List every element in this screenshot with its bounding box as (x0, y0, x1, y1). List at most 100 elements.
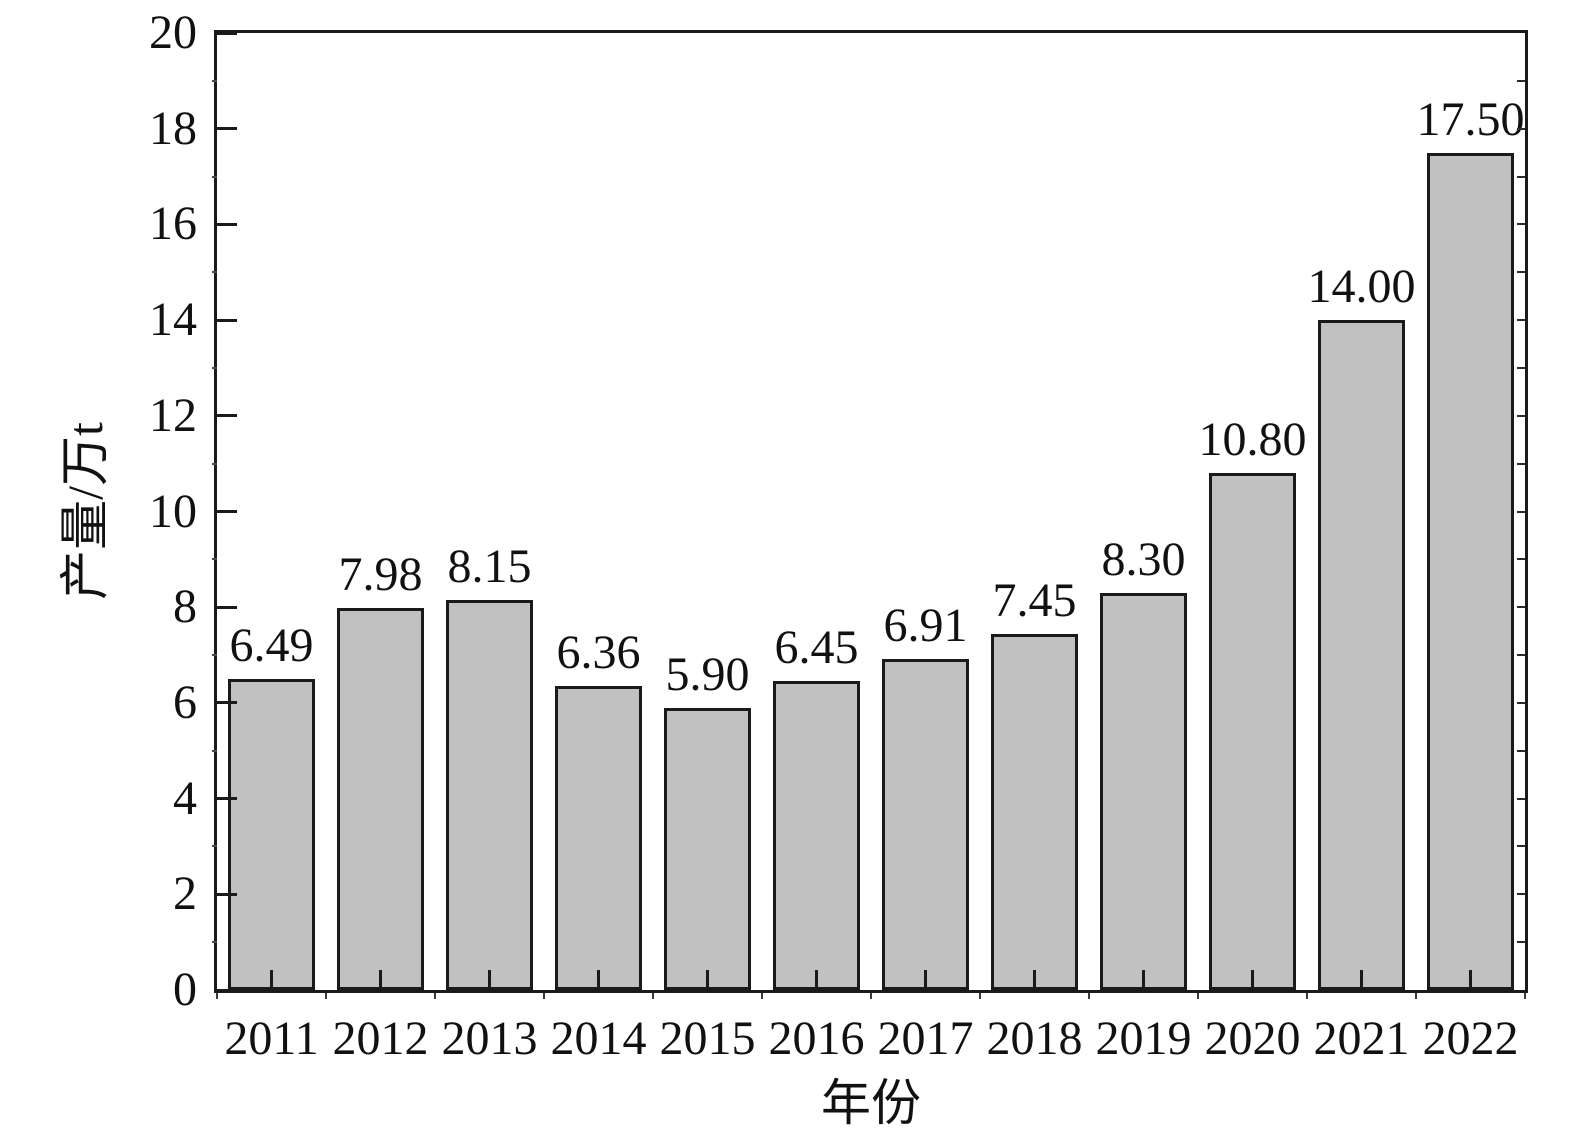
y-minor-tick (212, 366, 217, 369)
x-major-tick-2019 (1142, 970, 1145, 990)
y-major-tick (217, 797, 237, 801)
y-right-minor-tick (1517, 797, 1525, 800)
x-minor-tick (1197, 993, 1199, 999)
x-tick-label-2019: 2019 (1095, 1012, 1192, 1065)
y-major-tick (217, 605, 237, 609)
y-minor-tick (212, 654, 217, 657)
x-minor-tick (1088, 993, 1090, 999)
y-major-tick (217, 510, 237, 513)
x-minor-tick (1415, 993, 1417, 999)
x-major-tick-2011 (270, 970, 273, 990)
y-right-minor-tick (1517, 79, 1525, 82)
plot-area-frame (214, 30, 1528, 993)
x-major-tick-2016 (815, 970, 818, 990)
x-tick-label-2021: 2021 (1313, 1012, 1410, 1065)
bar-2018 (991, 633, 1078, 990)
bar-value-label-2021: 14.00 (1307, 260, 1416, 314)
y-tick-label: 14 (149, 293, 197, 347)
x-major-tick-2020 (1251, 970, 1254, 990)
bar-2013 (446, 600, 533, 990)
y-minor-tick (212, 845, 217, 848)
x-major-tick-2012 (379, 970, 382, 990)
x-axis-title: 年份 (821, 1075, 921, 1131)
y-minor-tick (212, 271, 217, 274)
y-right-minor-tick (1517, 941, 1525, 944)
bar-2012 (337, 608, 424, 990)
bar-2011 (228, 679, 315, 990)
bar-2015 (664, 707, 751, 990)
y-tick-label: 8 (173, 580, 197, 634)
y-right-minor-tick (1517, 893, 1525, 896)
x-tick-label-2011: 2011 (224, 1012, 319, 1065)
bar-value-label-2013: 8.15 (447, 540, 532, 594)
x-major-tick-2013 (488, 970, 491, 990)
y-tick-label: 12 (149, 388, 197, 442)
y-right-minor-tick (1517, 845, 1525, 848)
y-right-minor-tick (1517, 462, 1525, 465)
y-tick-label: 18 (149, 101, 197, 155)
y-right-minor-tick (1517, 366, 1525, 369)
bar-value-label-2012: 7.98 (338, 548, 423, 602)
y-minor-tick (212, 79, 217, 82)
y-right-minor-tick (1517, 271, 1525, 274)
x-tick-label-2017: 2017 (877, 1012, 974, 1065)
x-minor-tick (1306, 993, 1308, 999)
x-tick-label-2016: 2016 (768, 1012, 865, 1065)
y-right-minor-tick (1517, 319, 1525, 322)
y-tick-label: 2 (173, 867, 197, 921)
y-minor-tick (212, 462, 217, 465)
y-right-minor-tick (1517, 749, 1525, 752)
bar-value-label-2020: 10.80 (1198, 413, 1307, 467)
x-tick-label-2018: 2018 (986, 1012, 1083, 1065)
y-right-minor-tick (1517, 414, 1525, 417)
bar-value-label-2015: 5.90 (665, 647, 750, 701)
x-major-tick-2017 (924, 970, 927, 990)
x-major-tick-2022 (1469, 970, 1472, 990)
x-tick-label-2013: 2013 (441, 1012, 538, 1065)
x-major-tick-2015 (706, 970, 709, 990)
y-minor-tick (212, 749, 217, 752)
bar-value-label-2018: 7.45 (992, 573, 1077, 627)
x-major-tick-2021 (1360, 970, 1363, 990)
y-minor-tick (212, 941, 217, 944)
bar-value-label-2016: 6.45 (774, 621, 859, 675)
x-major-tick-2018 (1033, 970, 1036, 990)
y-major-tick (217, 701, 237, 705)
x-minor-tick (870, 993, 872, 999)
y-right-minor-tick (1517, 127, 1525, 130)
x-tick-label-2014: 2014 (550, 1012, 647, 1065)
x-tick-label-2012: 2012 (332, 1012, 429, 1065)
y-major-tick (217, 127, 237, 131)
y-major-tick (217, 31, 237, 35)
x-minor-tick (434, 993, 436, 999)
y-right-minor-tick (1517, 510, 1525, 513)
bar-value-label-2014: 6.36 (556, 625, 641, 679)
x-minor-tick (652, 993, 654, 999)
y-major-tick (217, 892, 237, 896)
bar-2017 (882, 659, 969, 990)
y-right-minor-tick (1517, 558, 1525, 561)
y-tick-label: 6 (173, 675, 197, 729)
bar-2020 (1209, 473, 1296, 990)
x-minor-tick (216, 993, 218, 999)
bar-value-label-2019: 8.30 (1101, 532, 1186, 586)
y-right-minor-tick (1517, 654, 1525, 657)
x-minor-tick (325, 993, 327, 999)
y-major-tick (217, 414, 237, 418)
x-minor-tick (979, 993, 981, 999)
y-right-minor-tick (1517, 701, 1525, 704)
y-tick-label: 4 (173, 771, 197, 825)
x-minor-tick (761, 993, 763, 999)
y-tick-label: 10 (149, 484, 197, 538)
y-right-minor-tick (1517, 175, 1525, 178)
y-tick-label: 16 (149, 197, 197, 251)
bar-2014 (555, 685, 642, 990)
y-major-tick (217, 988, 237, 992)
bar-2022 (1427, 152, 1514, 990)
y-right-minor-tick (1517, 606, 1525, 609)
y-tick-label: 0 (173, 963, 197, 1016)
bar-2019 (1100, 592, 1187, 990)
y-minor-tick (212, 175, 217, 178)
x-tick-label-2015: 2015 (659, 1012, 756, 1065)
